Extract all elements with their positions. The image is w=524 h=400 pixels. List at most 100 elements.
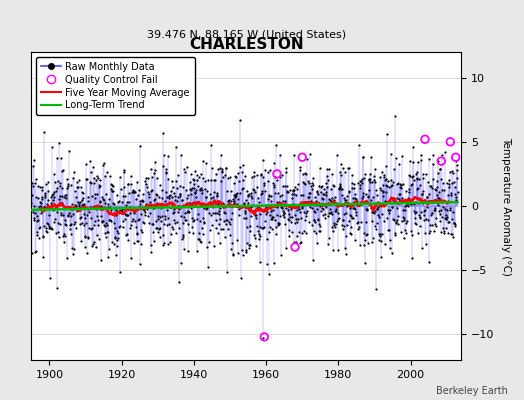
Point bbox=[264, 193, 272, 199]
Point bbox=[369, 173, 378, 180]
Point bbox=[234, 178, 243, 184]
Point bbox=[420, 198, 429, 205]
Point bbox=[211, 177, 219, 184]
Point bbox=[141, 204, 149, 210]
Point bbox=[342, 197, 351, 203]
Point bbox=[337, 172, 345, 178]
Point bbox=[143, 206, 151, 212]
Point bbox=[309, 175, 318, 181]
Point bbox=[234, 195, 242, 202]
Point bbox=[51, 188, 60, 194]
Point bbox=[272, 224, 280, 230]
Point bbox=[375, 237, 384, 244]
Point bbox=[219, 204, 227, 210]
Point bbox=[116, 269, 125, 275]
Point bbox=[451, 190, 459, 197]
Point bbox=[300, 217, 309, 223]
Point bbox=[135, 204, 144, 210]
Point bbox=[449, 209, 457, 215]
Point bbox=[229, 251, 237, 257]
Point bbox=[355, 142, 363, 148]
Point bbox=[317, 183, 325, 190]
Point bbox=[376, 233, 384, 239]
Point bbox=[309, 257, 317, 263]
Point bbox=[154, 229, 162, 235]
Point bbox=[326, 210, 334, 216]
Point bbox=[303, 199, 312, 205]
Point bbox=[406, 173, 414, 179]
Point bbox=[208, 203, 216, 210]
Point bbox=[248, 174, 256, 180]
Point bbox=[200, 219, 208, 225]
Point bbox=[30, 203, 38, 210]
Point bbox=[412, 169, 421, 175]
Point bbox=[240, 199, 248, 206]
Point bbox=[138, 198, 146, 204]
Point bbox=[407, 228, 415, 235]
Point bbox=[61, 233, 69, 239]
Point bbox=[374, 212, 382, 219]
Point bbox=[85, 224, 93, 231]
Point bbox=[277, 192, 286, 198]
Point bbox=[92, 244, 101, 250]
Point bbox=[360, 230, 368, 236]
Point bbox=[114, 199, 123, 205]
Point bbox=[162, 170, 170, 176]
Point bbox=[242, 249, 250, 256]
Point bbox=[137, 240, 145, 247]
Point bbox=[156, 214, 165, 220]
Point bbox=[384, 227, 392, 234]
Point bbox=[167, 188, 175, 194]
Point bbox=[205, 210, 214, 216]
Point bbox=[297, 214, 305, 221]
Point bbox=[440, 227, 448, 234]
Point bbox=[105, 217, 114, 223]
Point bbox=[186, 200, 194, 206]
Point bbox=[107, 218, 115, 224]
Point bbox=[121, 216, 129, 222]
Point bbox=[329, 182, 337, 188]
Point bbox=[283, 215, 292, 222]
Point bbox=[439, 180, 447, 186]
Point bbox=[246, 228, 255, 234]
Point bbox=[380, 218, 388, 224]
Point bbox=[392, 195, 401, 201]
Point bbox=[112, 207, 120, 213]
Point bbox=[93, 173, 101, 179]
Point bbox=[35, 204, 43, 210]
Point bbox=[237, 169, 246, 175]
Point bbox=[347, 172, 356, 178]
Point bbox=[449, 169, 457, 176]
Point bbox=[315, 182, 323, 189]
Point bbox=[110, 200, 118, 207]
Point bbox=[269, 180, 277, 186]
Point bbox=[219, 174, 227, 181]
Point bbox=[212, 217, 221, 224]
Point bbox=[347, 224, 355, 230]
Point bbox=[136, 260, 144, 267]
Point bbox=[386, 151, 395, 157]
Point bbox=[447, 192, 455, 198]
Point bbox=[313, 240, 322, 246]
Point bbox=[128, 206, 136, 213]
Point bbox=[429, 161, 438, 168]
Point bbox=[97, 218, 106, 224]
Point bbox=[123, 199, 131, 205]
Point bbox=[408, 181, 416, 187]
Point bbox=[251, 212, 259, 218]
Point bbox=[96, 182, 104, 189]
Point bbox=[367, 218, 376, 224]
Point bbox=[85, 209, 94, 215]
Point bbox=[372, 226, 380, 232]
Point bbox=[69, 251, 77, 258]
Point bbox=[334, 186, 343, 192]
Point bbox=[303, 198, 311, 205]
Point bbox=[444, 177, 453, 183]
Point bbox=[327, 208, 335, 215]
Point bbox=[234, 170, 242, 176]
Point bbox=[78, 188, 86, 195]
Point bbox=[408, 255, 416, 261]
Point bbox=[93, 232, 101, 238]
Point bbox=[91, 195, 99, 201]
Point bbox=[445, 184, 453, 191]
